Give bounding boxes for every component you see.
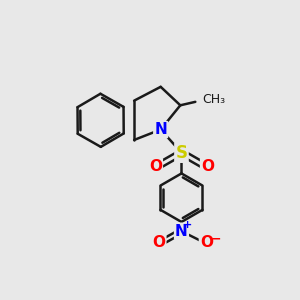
Text: O: O <box>152 235 165 250</box>
Text: CH₃: CH₃ <box>202 94 225 106</box>
Text: O: O <box>201 159 214 174</box>
Text: N: N <box>154 122 167 137</box>
Text: O: O <box>149 159 162 174</box>
Text: O: O <box>200 235 213 250</box>
Text: S: S <box>176 144 188 162</box>
Text: N: N <box>175 224 188 239</box>
Text: +: + <box>183 220 192 230</box>
Text: −: − <box>210 232 221 245</box>
